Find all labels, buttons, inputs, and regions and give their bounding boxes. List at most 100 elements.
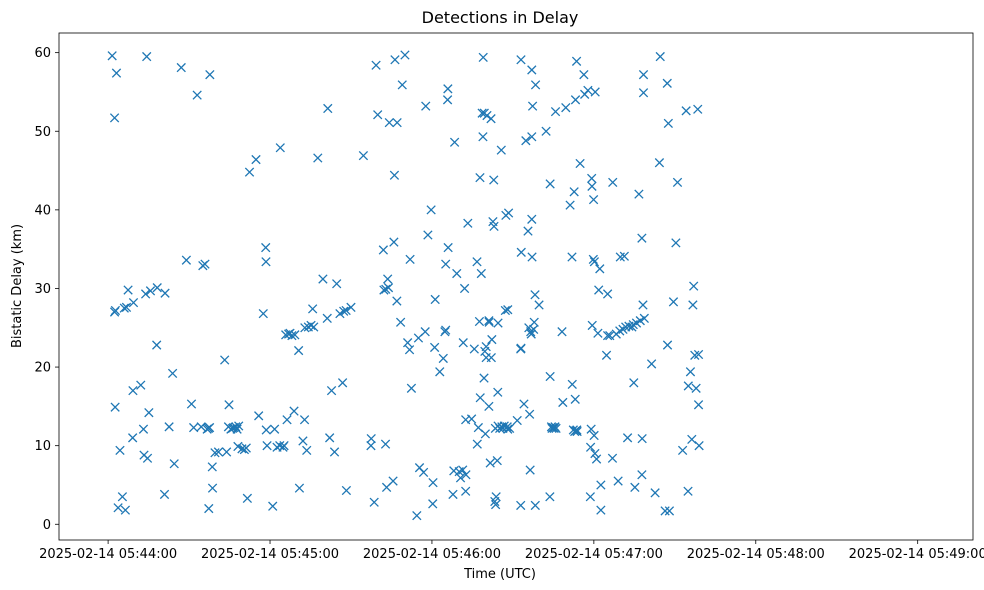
data-point xyxy=(389,170,400,180)
data-point xyxy=(107,51,117,61)
data-point xyxy=(269,424,280,434)
x-tick-label: 2025-02-14 05:47:00 xyxy=(525,547,663,562)
data-point xyxy=(466,414,477,424)
data-point xyxy=(683,381,693,391)
data-point xyxy=(461,470,471,480)
data-point xyxy=(268,501,278,511)
data-point xyxy=(224,400,234,410)
y-tick-label: 30 xyxy=(34,282,51,297)
data-point xyxy=(346,302,356,312)
data-point xyxy=(602,289,613,299)
data-point xyxy=(322,313,332,323)
x-tick-label: 2025-02-14 05:44:00 xyxy=(39,547,177,562)
data-point xyxy=(341,305,351,316)
data-point xyxy=(306,320,316,331)
data-point xyxy=(383,274,393,284)
data-point xyxy=(123,285,133,295)
data-point xyxy=(594,285,604,295)
data-point xyxy=(384,117,394,128)
data-point xyxy=(337,378,348,388)
data-point xyxy=(585,442,596,452)
data-point xyxy=(530,500,540,511)
data-point xyxy=(442,95,453,105)
data-point xyxy=(557,327,567,337)
data-point xyxy=(254,411,264,421)
data-point xyxy=(176,62,186,73)
data-point xyxy=(341,485,352,496)
data-point xyxy=(136,380,146,390)
data-point xyxy=(142,453,153,463)
data-point xyxy=(302,445,312,456)
data-point xyxy=(481,341,491,352)
data-point xyxy=(152,340,162,350)
data-point xyxy=(358,150,369,161)
data-point xyxy=(383,283,394,293)
data-point xyxy=(646,359,657,369)
data-point xyxy=(500,305,511,316)
y-axis: 0 10 20 30 40 50 60 xyxy=(34,46,59,533)
data-point xyxy=(634,189,644,199)
data-point xyxy=(138,424,149,434)
data-point xyxy=(512,415,522,426)
data-point xyxy=(438,353,448,364)
data-point xyxy=(261,242,271,253)
data-point xyxy=(308,304,318,314)
data-point xyxy=(485,458,495,468)
data-point xyxy=(637,470,647,480)
data-point xyxy=(694,441,704,451)
data-point xyxy=(527,214,537,224)
y-tick-label: 0 xyxy=(43,518,51,533)
data-point xyxy=(213,447,224,457)
data-point xyxy=(541,126,551,136)
data-point xyxy=(261,425,271,435)
data-point xyxy=(486,352,496,363)
data-point xyxy=(688,300,698,310)
data-point xyxy=(593,328,603,338)
data-point xyxy=(484,401,494,412)
data-point xyxy=(475,172,485,183)
data-point xyxy=(530,290,540,300)
data-point xyxy=(595,264,605,274)
data-point xyxy=(181,255,192,265)
data-point xyxy=(478,132,488,142)
data-point xyxy=(622,433,633,443)
data-point xyxy=(530,80,541,90)
data-point xyxy=(516,500,526,511)
data-point xyxy=(463,218,473,228)
data-point xyxy=(575,158,585,169)
data-point xyxy=(326,385,337,396)
data-point xyxy=(251,154,261,165)
data-point xyxy=(441,325,451,335)
data-point xyxy=(662,340,673,350)
data-point xyxy=(241,443,251,453)
data-point xyxy=(402,338,413,348)
data-point xyxy=(429,342,440,353)
data-point xyxy=(567,379,577,390)
data-point xyxy=(637,433,647,444)
data-point xyxy=(207,483,218,493)
data-point xyxy=(428,477,438,488)
data-point xyxy=(637,233,647,243)
data-point xyxy=(558,397,568,408)
data-point xyxy=(242,493,253,503)
data-point xyxy=(527,132,537,142)
data-point xyxy=(478,52,488,63)
data-point xyxy=(400,50,410,60)
data-point xyxy=(378,245,389,255)
data-point xyxy=(458,338,468,348)
data-point xyxy=(521,136,531,146)
data-point xyxy=(487,334,497,345)
x-tick-label: 2025-02-14 05:48:00 xyxy=(687,547,825,562)
data-point xyxy=(523,226,533,236)
data-point xyxy=(293,345,304,356)
chart-title: Detections in Delay xyxy=(422,8,579,27)
y-tick-label: 60 xyxy=(34,46,51,61)
data-point xyxy=(455,473,466,483)
x-tick-label: 2025-02-14 05:49:00 xyxy=(849,547,984,562)
data-point xyxy=(279,441,289,451)
data-point xyxy=(152,283,162,293)
data-point xyxy=(202,424,212,434)
data-point xyxy=(258,308,268,319)
data-point xyxy=(289,406,299,416)
